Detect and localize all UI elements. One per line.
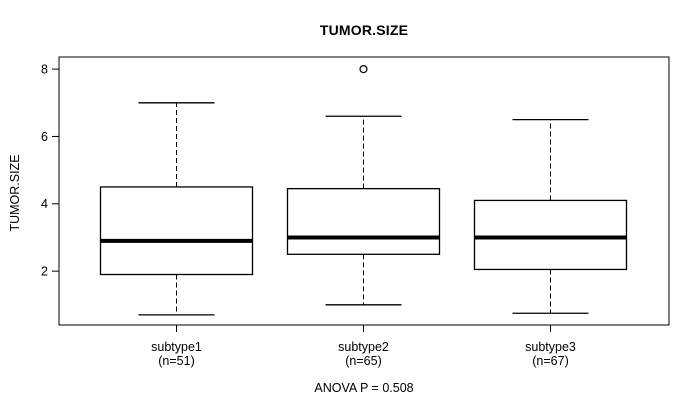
group-label: subtype3 bbox=[525, 340, 576, 354]
group-label: subtype1 bbox=[151, 340, 202, 354]
y-tick-label: 4 bbox=[41, 197, 48, 211]
y-tick-label: 8 bbox=[41, 62, 48, 76]
iqr-box bbox=[473, 199, 628, 271]
group-n-label: (n=67) bbox=[532, 354, 568, 368]
anova-caption: ANOVA P = 0.508 bbox=[314, 381, 414, 395]
group-label: subtype2 bbox=[338, 340, 389, 354]
y-tick-label: 6 bbox=[41, 130, 48, 144]
y-tick-label: 2 bbox=[41, 265, 48, 279]
group-n-label: (n=51) bbox=[158, 354, 194, 368]
group-n-label: (n=65) bbox=[345, 354, 381, 368]
chart-title: TUMOR.SIZE bbox=[319, 22, 409, 38]
iqr-box bbox=[99, 186, 254, 276]
outlier-point bbox=[359, 65, 368, 74]
iqr-box bbox=[286, 187, 441, 255]
